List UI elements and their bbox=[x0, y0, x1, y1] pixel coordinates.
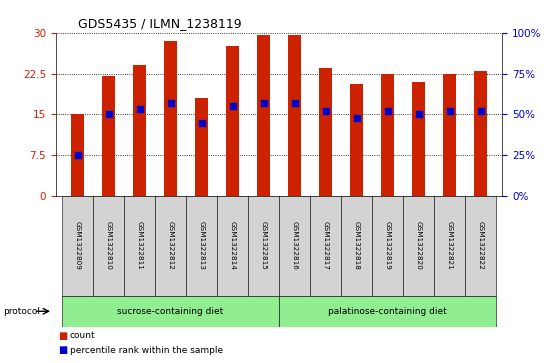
Bar bbox=[319, 68, 333, 196]
Bar bbox=[62, 296, 279, 327]
Point bbox=[135, 107, 144, 113]
Bar bbox=[474, 71, 488, 196]
Bar bbox=[279, 296, 496, 327]
Bar bbox=[248, 196, 279, 296]
Text: sucrose-containing diet: sucrose-containing diet bbox=[117, 307, 224, 316]
Bar bbox=[411, 82, 425, 196]
Text: GSM1322810: GSM1322810 bbox=[105, 221, 112, 270]
Point bbox=[104, 111, 113, 117]
Text: GSM1322820: GSM1322820 bbox=[416, 221, 421, 270]
Point bbox=[259, 100, 268, 106]
Point bbox=[352, 115, 361, 121]
Text: palatinose-containing diet: palatinose-containing diet bbox=[328, 307, 447, 316]
Bar bbox=[287, 36, 301, 196]
Point bbox=[197, 119, 206, 125]
Text: GSM1322816: GSM1322816 bbox=[291, 221, 297, 270]
Point bbox=[73, 152, 82, 158]
Text: ■: ■ bbox=[59, 331, 68, 341]
Bar bbox=[310, 196, 341, 296]
Point bbox=[228, 103, 237, 109]
Text: GSM1322819: GSM1322819 bbox=[384, 221, 391, 270]
Bar bbox=[257, 36, 271, 196]
Bar bbox=[349, 85, 363, 196]
Bar bbox=[372, 196, 403, 296]
Text: GDS5435 / ILMN_1238119: GDS5435 / ILMN_1238119 bbox=[78, 17, 242, 30]
Point bbox=[445, 108, 454, 114]
Bar bbox=[186, 196, 217, 296]
Bar bbox=[225, 46, 239, 196]
Text: GSM1322817: GSM1322817 bbox=[323, 221, 329, 270]
Point bbox=[383, 108, 392, 114]
Bar bbox=[403, 196, 434, 296]
Bar bbox=[442, 74, 456, 196]
Text: percentile rank within the sample: percentile rank within the sample bbox=[70, 346, 223, 355]
Bar bbox=[434, 196, 465, 296]
Point bbox=[321, 108, 330, 114]
Text: protocol: protocol bbox=[3, 307, 40, 316]
Text: GSM1322821: GSM1322821 bbox=[446, 221, 453, 270]
Text: GSM1322818: GSM1322818 bbox=[354, 221, 359, 270]
Bar bbox=[341, 196, 372, 296]
Bar bbox=[132, 65, 146, 196]
Bar bbox=[217, 196, 248, 296]
Bar bbox=[195, 98, 209, 196]
Text: GSM1322811: GSM1322811 bbox=[137, 221, 142, 270]
Bar bbox=[155, 196, 186, 296]
Text: GSM1322813: GSM1322813 bbox=[199, 221, 204, 270]
Bar bbox=[163, 41, 177, 196]
Bar bbox=[102, 76, 116, 196]
Point bbox=[476, 108, 485, 114]
Bar bbox=[381, 74, 395, 196]
Bar bbox=[124, 196, 155, 296]
Text: GSM1322809: GSM1322809 bbox=[75, 221, 80, 270]
Text: count: count bbox=[70, 331, 95, 340]
Bar bbox=[93, 196, 124, 296]
Text: GSM1322815: GSM1322815 bbox=[261, 221, 267, 270]
Point bbox=[414, 111, 423, 117]
Bar bbox=[70, 114, 84, 196]
Text: GSM1322822: GSM1322822 bbox=[478, 221, 483, 270]
Bar bbox=[465, 196, 496, 296]
Text: ■: ■ bbox=[59, 345, 68, 355]
Bar bbox=[62, 196, 93, 296]
Point bbox=[290, 100, 299, 106]
Text: GSM1322814: GSM1322814 bbox=[229, 221, 235, 270]
Point bbox=[166, 100, 175, 106]
Text: GSM1322812: GSM1322812 bbox=[167, 221, 174, 270]
Bar bbox=[279, 196, 310, 296]
